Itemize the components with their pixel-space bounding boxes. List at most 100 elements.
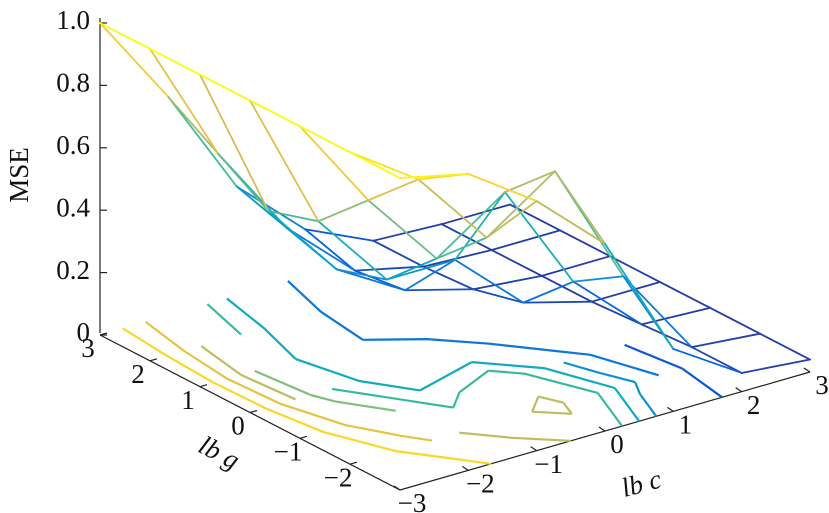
mesh-edge bbox=[317, 220, 388, 281]
contour-line bbox=[624, 343, 723, 399]
mesh-edge bbox=[217, 153, 270, 212]
mesh-edge bbox=[490, 249, 543, 277]
g-tick-label: 2 bbox=[131, 359, 145, 389]
c-tick bbox=[393, 485, 401, 491]
mesh-edge bbox=[267, 210, 338, 271]
mesh-edge bbox=[404, 258, 456, 292]
mesh-edge bbox=[417, 178, 488, 239]
g-tick-label: −2 bbox=[324, 462, 353, 492]
contour-line bbox=[206, 303, 623, 427]
mesh-edge bbox=[454, 191, 506, 261]
mesh-edge bbox=[435, 236, 488, 260]
contour-line bbox=[200, 345, 573, 442]
c-tick bbox=[803, 367, 811, 373]
contour-line bbox=[563, 361, 658, 417]
mesh-edge bbox=[99, 22, 170, 98]
mesh-edge bbox=[572, 280, 643, 326]
mesh-edge bbox=[235, 185, 288, 229]
g-tick bbox=[299, 435, 308, 439]
mesh-edge bbox=[167, 96, 238, 188]
c-tick-label: 1 bbox=[679, 410, 693, 440]
g-tick-label: 1 bbox=[181, 385, 195, 415]
mesh-edge bbox=[454, 258, 525, 304]
mesh-edge bbox=[385, 258, 456, 281]
g-tick bbox=[199, 384, 208, 388]
mesh-edge bbox=[335, 268, 406, 292]
mesh-edge bbox=[404, 288, 475, 292]
mesh-edge bbox=[504, 191, 575, 283]
mesh-edge bbox=[740, 358, 811, 374]
mesh-edge bbox=[604, 242, 675, 350]
c-tick-label: 0 bbox=[610, 429, 624, 459]
mesh-edge bbox=[709, 306, 761, 335]
z-tick-label: 0 bbox=[77, 317, 91, 347]
z-axis-title: MSE bbox=[4, 147, 34, 203]
z-tick-label: 0.8 bbox=[56, 68, 90, 98]
z-tick-label: 1.0 bbox=[56, 5, 90, 35]
mesh-edge bbox=[199, 73, 251, 102]
g-tick bbox=[349, 461, 358, 465]
mesh-edge bbox=[149, 47, 201, 76]
c-tick bbox=[667, 406, 674, 412]
mesh-edge bbox=[299, 125, 351, 154]
mesh-edge bbox=[372, 239, 425, 268]
mesh-edge bbox=[472, 288, 525, 304]
c-axis-title: lb c bbox=[618, 464, 664, 503]
mesh-edge bbox=[399, 173, 470, 179]
mesh-edge bbox=[472, 274, 543, 291]
mesh-edge bbox=[199, 73, 270, 212]
mesh-edge bbox=[522, 280, 575, 304]
mesh-edge bbox=[485, 170, 556, 239]
c-tick bbox=[735, 387, 742, 393]
mesh-edge bbox=[249, 99, 320, 223]
mesh-edge bbox=[467, 173, 538, 202]
z-tick-label: 0.4 bbox=[56, 192, 90, 222]
mesh-edge bbox=[385, 257, 438, 281]
z-tick-label: 0.6 bbox=[56, 130, 90, 160]
mesh-edge bbox=[435, 191, 506, 260]
mesh-edge bbox=[540, 274, 593, 303]
mesh-edge bbox=[299, 125, 370, 202]
mesh-edge bbox=[349, 151, 401, 179]
c-tick-label: −1 bbox=[534, 449, 563, 479]
mesh-edge bbox=[422, 249, 493, 268]
mesh-edge bbox=[540, 255, 611, 277]
c-tick-label: −3 bbox=[398, 488, 427, 513]
mesh-edge bbox=[640, 306, 711, 326]
c-tick bbox=[530, 446, 537, 452]
mesh-edge bbox=[440, 223, 493, 251]
mesh-edge bbox=[372, 223, 443, 242]
mesh-edge bbox=[354, 265, 425, 272]
mesh-edge bbox=[267, 210, 320, 223]
mesh-edge bbox=[559, 229, 611, 258]
mesh-edge bbox=[304, 228, 375, 242]
z-tick-label: 0.2 bbox=[56, 255, 90, 285]
mesh-edge bbox=[167, 96, 220, 155]
mesh-edge bbox=[317, 199, 370, 223]
mesh-edge bbox=[99, 22, 151, 50]
mesh-edge bbox=[349, 151, 420, 181]
mesh-edge bbox=[235, 185, 306, 231]
contour-line bbox=[144, 321, 433, 442]
c-tick bbox=[598, 426, 606, 432]
mesh-edge bbox=[554, 170, 606, 245]
mesh-edge bbox=[285, 226, 356, 272]
g-tick-label: 3 bbox=[81, 333, 95, 363]
g-tick bbox=[249, 409, 258, 414]
g-tick-label: 0 bbox=[231, 411, 245, 441]
c-tick-label: −2 bbox=[466, 469, 495, 499]
g-tick bbox=[149, 358, 158, 362]
mesh-edge bbox=[640, 323, 693, 349]
mesh-edge bbox=[659, 281, 711, 309]
mesh-edge bbox=[690, 332, 761, 349]
c-tick-label: 2 bbox=[747, 390, 761, 420]
mesh-edge bbox=[590, 300, 643, 326]
contour-line bbox=[287, 280, 660, 377]
mesh-edge bbox=[572, 275, 625, 283]
contour-line bbox=[122, 327, 492, 465]
mesh-edge bbox=[535, 200, 606, 245]
c-tick-label: 3 bbox=[815, 370, 829, 400]
g-tick bbox=[99, 332, 108, 336]
mesh-edge bbox=[690, 346, 743, 374]
